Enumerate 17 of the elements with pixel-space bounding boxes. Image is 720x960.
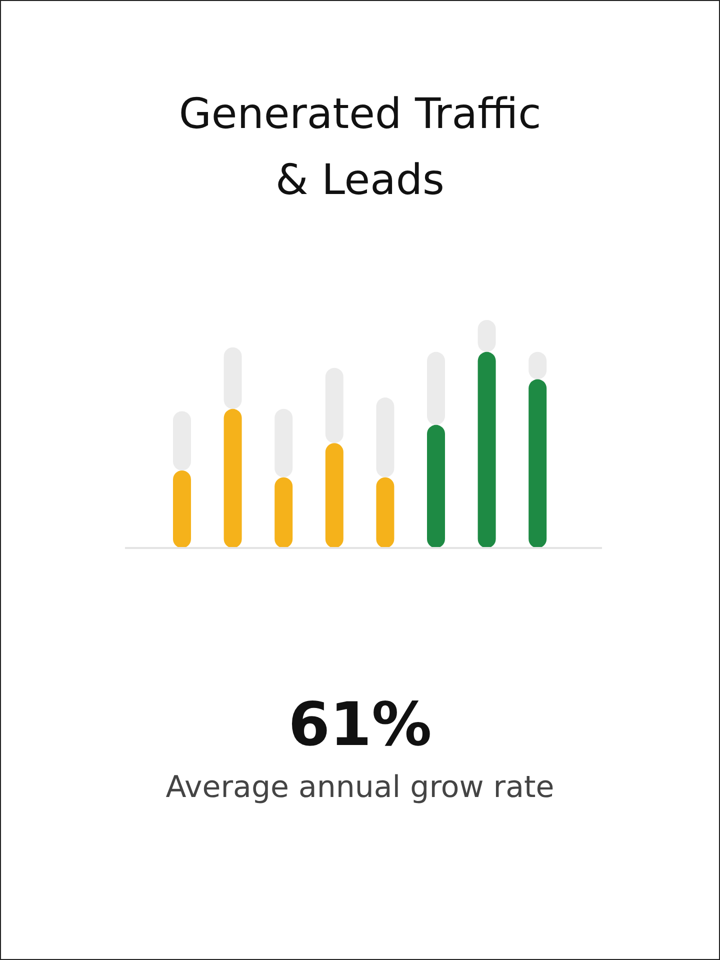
bar	[274, 408, 293, 478]
chart-title: Generated Traffic & Leads	[178, 89, 542, 204]
bar	[274, 477, 293, 548]
bar	[173, 470, 191, 548]
bar	[173, 411, 191, 470]
bar	[224, 408, 242, 548]
text: 61%	[288, 690, 432, 760]
bar	[427, 352, 445, 425]
bar	[427, 424, 445, 548]
bar	[325, 368, 344, 444]
bar	[376, 398, 394, 478]
bar	[528, 379, 547, 548]
bar	[325, 443, 344, 548]
text: Average annual grow rate	[166, 770, 554, 805]
bar	[478, 352, 496, 548]
bar	[224, 347, 242, 409]
bar	[376, 477, 394, 548]
